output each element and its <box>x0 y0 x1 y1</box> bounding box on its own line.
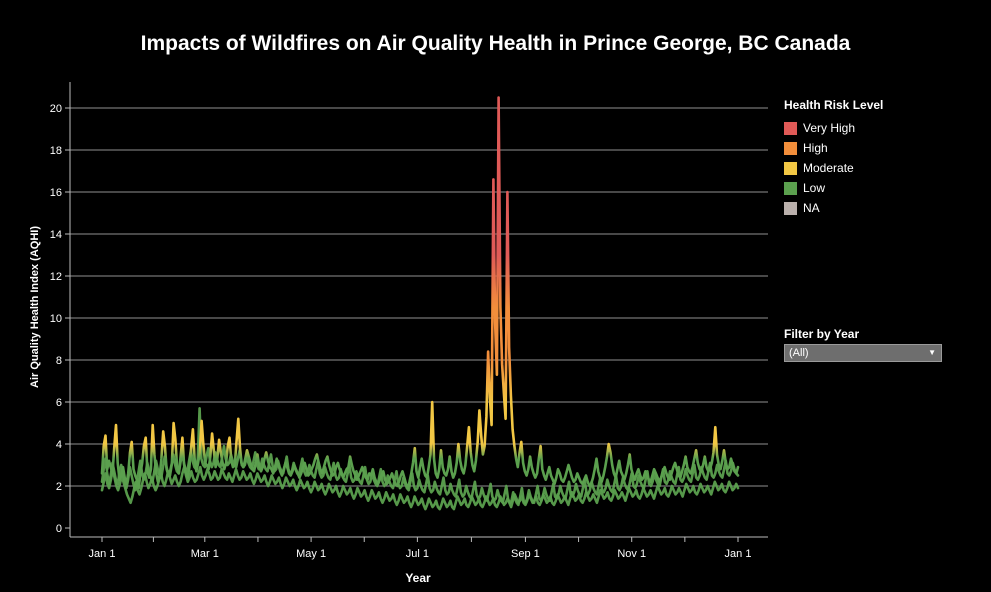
y-tick-label: 12 <box>50 271 62 283</box>
x-axis-ticks: Jan 1 Mar 1 May 1 Jul 1 Sep 1 Nov 1 Jan 1 <box>89 537 752 560</box>
chevron-down-icon: ▼ <box>928 348 936 357</box>
y-tick-label: 6 <box>56 397 62 409</box>
legend-label: Very High <box>803 121 856 135</box>
legend-item[interactable]: NA <box>784 198 883 218</box>
y-tick-label: 8 <box>56 355 62 367</box>
x-tick-label: Nov 1 <box>617 548 646 560</box>
series-line <box>100 465 740 511</box>
legend-title: Health Risk Level <box>784 98 884 112</box>
legend-items: Very High High Moderate Low NA <box>784 118 883 218</box>
y-axis-ticks: 0 2 4 6 8 10 12 14 16 18 20 <box>50 103 70 535</box>
x-tick-label: Jan 1 <box>725 548 752 560</box>
y-tick-label: 16 <box>50 187 62 199</box>
legend: Health Risk Level Very High High Moderate L… <box>784 98 883 218</box>
x-axis-label: Year <box>405 571 431 585</box>
legend-item[interactable]: Low <box>784 178 883 198</box>
y-tick-label: 4 <box>56 439 62 451</box>
legend-swatch <box>784 161 797 175</box>
y-tick-label: 2 <box>56 481 62 493</box>
legend-item[interactable]: Moderate <box>784 158 883 178</box>
y-tick-label: 10 <box>50 313 62 325</box>
legend-swatch <box>784 181 797 195</box>
y-tick-label: 18 <box>50 145 62 157</box>
y-tick-label: 14 <box>50 229 62 241</box>
x-tick-label: May 1 <box>296 548 326 560</box>
y-tick-label: 20 <box>50 103 62 115</box>
chart-title: Impacts of Wildfires on Air Quality Heal… <box>140 32 851 55</box>
year-filter-dropdown[interactable]: (All) ▼ <box>784 344 942 362</box>
legend-swatch <box>784 141 797 155</box>
legend-label: Low <box>803 181 826 195</box>
x-tick-label: Jul 1 <box>406 548 429 560</box>
year-filter: Filter by Year (All) ▼ <box>784 327 942 362</box>
series-line <box>100 96 740 490</box>
legend-label: Moderate <box>803 161 854 175</box>
legend-item[interactable]: Very High <box>784 118 883 138</box>
year-filter-value: (All) <box>789 347 809 359</box>
filter-title: Filter by Year <box>784 327 860 341</box>
y-tick-label: 0 <box>56 523 62 535</box>
x-tick-label: Jan 1 <box>89 548 116 560</box>
legend-swatch <box>784 201 797 215</box>
x-tick-label: Mar 1 <box>191 548 219 560</box>
series-lines <box>100 96 740 511</box>
legend-swatch <box>784 121 797 135</box>
y-axis-label: Air Quality Health Index (AQHI) <box>29 226 41 388</box>
legend-item[interactable]: High <box>784 138 883 158</box>
legend-label: High <box>803 141 828 155</box>
x-tick-label: Sep 1 <box>511 548 540 560</box>
legend-label: NA <box>803 201 820 215</box>
